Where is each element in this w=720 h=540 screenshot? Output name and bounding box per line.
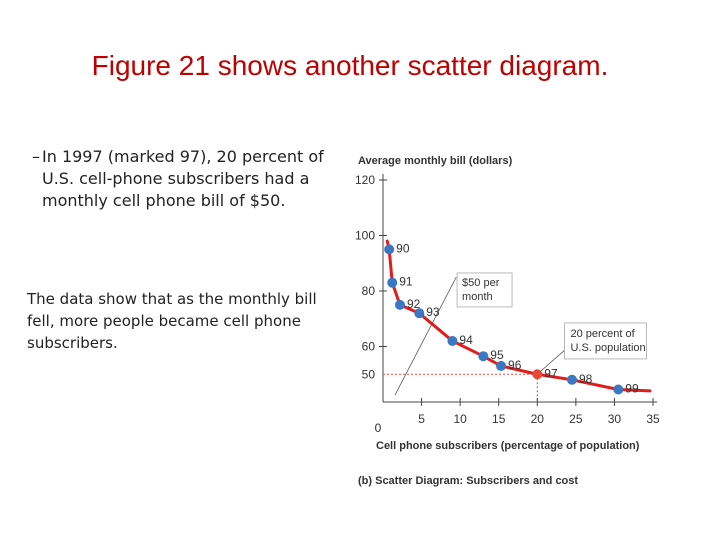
annotation-population-line1: 20 percent of xyxy=(570,328,635,340)
data-point-label: 99 xyxy=(625,382,639,396)
data-point-label: 95 xyxy=(490,348,504,362)
data-point-label: 92 xyxy=(407,297,421,311)
scatter-chart: Average monthly bill (dollars) 608010012… xyxy=(355,155,660,487)
bullet-text: In 1997 (marked 97), 20 percent of U.S. … xyxy=(42,147,324,210)
y-tick-label: 100 xyxy=(355,229,375,243)
data-point xyxy=(496,360,507,371)
data-point-highlight xyxy=(532,369,543,380)
data-point xyxy=(384,244,395,255)
x-tick-label: 10 xyxy=(453,412,467,426)
x-tick-label-highlight: 20 xyxy=(531,412,545,426)
data-point xyxy=(387,277,398,288)
summary-note: The data show that as the monthly bill f… xyxy=(27,290,317,352)
data-point xyxy=(567,374,577,385)
y-tick-label: 60 xyxy=(362,340,376,354)
x-tick-label: 15 xyxy=(492,412,506,426)
x-axis-title: Cell phone subscribers (percentage of po… xyxy=(376,440,640,452)
bullet-point: – In 1997 (marked 97), 20 percent of U.S… xyxy=(28,146,328,212)
chart-caption: (b) Scatter Diagram: Subscribers and cos… xyxy=(358,475,578,487)
annotation-box-population xyxy=(564,322,647,360)
x-tick-label: 25 xyxy=(569,412,583,426)
data-point-label: 93 xyxy=(426,305,440,319)
data-point-label: 96 xyxy=(508,358,522,372)
data-point-label: 98 xyxy=(579,372,593,386)
x-tick-label: 5 xyxy=(418,412,425,426)
trend-curve xyxy=(385,239,652,393)
guide-line-bill xyxy=(394,276,457,396)
annotation-population-line2: U.S. population xyxy=(570,342,645,354)
data-point-label: 90 xyxy=(396,241,410,255)
x-origin-label: 0 xyxy=(375,421,382,435)
slide-title: Figure 21 shows another scatter diagram. xyxy=(91,50,609,81)
data-point xyxy=(414,308,425,319)
data-point-label: 97 xyxy=(544,366,558,380)
data-point xyxy=(394,299,405,310)
data-point xyxy=(447,335,458,346)
annotation-box-bill xyxy=(456,272,513,308)
bullet-dash: – xyxy=(32,147,40,166)
data-point-label: 91 xyxy=(399,275,413,289)
x-tick-label: 30 xyxy=(608,412,622,426)
y-tick-label: 120 xyxy=(355,173,375,187)
x-tick-label: 35 xyxy=(646,412,660,426)
y-tick-label-highlight: 50 xyxy=(362,367,376,381)
annotation-bill-line2: month xyxy=(462,291,493,303)
annotation-bill-line1: $50 per xyxy=(462,277,500,289)
y-axis-title: Average monthly bill (dollars) xyxy=(358,155,513,167)
data-point-label: 94 xyxy=(459,333,473,347)
y-tick-label: 80 xyxy=(362,284,376,298)
data-point xyxy=(613,384,624,395)
data-point xyxy=(478,351,489,362)
